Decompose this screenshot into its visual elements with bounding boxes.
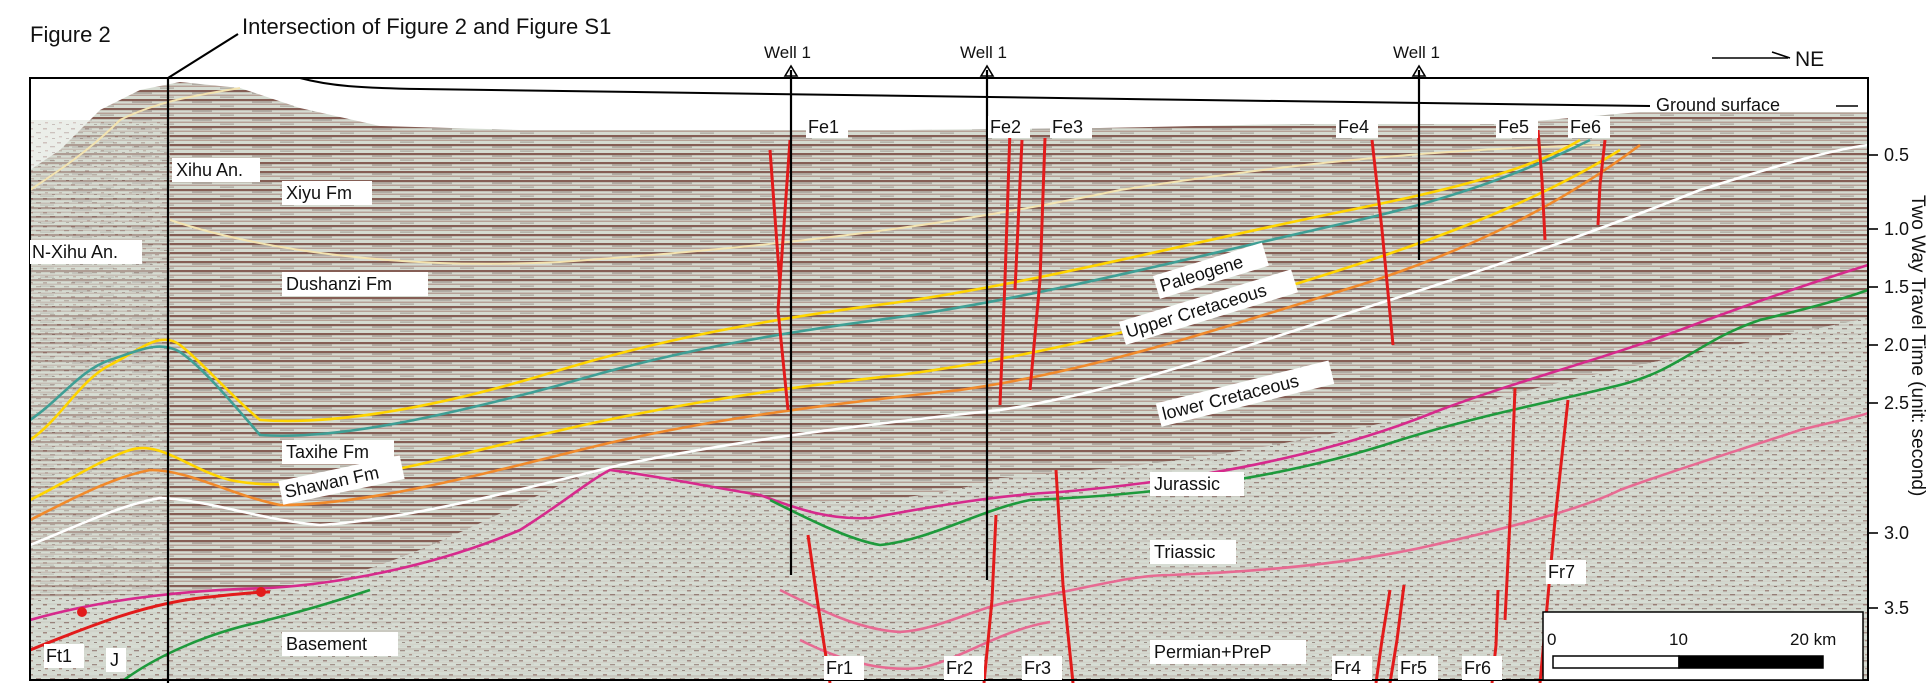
seismic-image <box>30 78 1868 680</box>
intersection-line <box>166 33 239 683</box>
axis-tick-6: 3.5 <box>1884 598 1909 618</box>
scale-label-0: 0 <box>1547 630 1556 649</box>
shawan-fm-bg <box>278 455 405 505</box>
fault-label-fe1: Fe1 <box>808 117 839 137</box>
fault-tip-ft1-right <box>256 587 266 597</box>
basement-bg <box>282 632 398 656</box>
triassic-bg <box>1150 540 1236 564</box>
fault-label-fr4: Fr4 <box>1334 658 1361 678</box>
intersection-label: Intersection of Figure 2 and Figure S1 <box>242 14 611 39</box>
fault-fe1 <box>768 139 792 411</box>
axis-tick-3: 2.0 <box>1884 335 1909 355</box>
upper-cretaceous-bg <box>1118 269 1299 345</box>
horizon-magenta <box>30 263 1868 622</box>
fault-fe6 <box>1596 139 1607 226</box>
xihu-an-label: Xihu An. <box>176 160 243 180</box>
well-1-triangle-c <box>1411 64 1427 77</box>
well-label-c: Well 1 <box>1393 43 1440 62</box>
axis-ticks <box>1868 154 1878 609</box>
fault-fr3 <box>1054 469 1075 683</box>
fault-fe5 <box>1536 129 1547 241</box>
horizon-orange <box>30 143 1641 522</box>
ground-surface-label: Ground surface <box>1656 95 1780 115</box>
axis-title: Two Way Travel Time (unit: second) <box>1907 195 1928 496</box>
horizon-pink <box>779 410 1868 634</box>
axis-tick-2: 1.5 <box>1884 277 1909 297</box>
fault-fe2b <box>1013 139 1024 291</box>
well-1-triangle-b <box>979 64 995 77</box>
fault-label-fe2: Fe2 <box>990 117 1021 137</box>
fault-fr4 <box>1374 589 1392 683</box>
fault-label-fr5: Fr5 <box>1400 658 1427 678</box>
fault-fe3 <box>1028 137 1047 391</box>
fault-label-ft1: Ft1 <box>46 646 72 666</box>
fault-label-fr1: Fr1 <box>826 658 853 678</box>
axis-tick-1: 1.0 <box>1884 219 1909 239</box>
fault-label-fe3: Fe3 <box>1052 117 1083 137</box>
taxihe-fm-label: Taxihe Fm <box>286 442 369 462</box>
fault-label-fr6: Fr6 <box>1464 658 1491 678</box>
n-xihu-an-label-bg <box>30 240 142 264</box>
well-1-triangle-a <box>783 64 799 77</box>
north-arrow <box>1712 51 1791 59</box>
fault-fr5 <box>1388 584 1406 683</box>
n-xihu-an-label: N-Xihu An. <box>32 242 118 262</box>
horizon-yellow <box>30 138 1581 442</box>
fault-label-fr3: Fr3 <box>1024 658 1051 678</box>
horizon-green <box>121 288 1868 680</box>
fault-labels-lower: Fr1 Fr2 Fr3 Fr4 Fr5 Fr6 Fr7 Ft1 <box>44 560 1586 680</box>
fault-fr2 <box>982 514 998 683</box>
well-label-b: Well 1 <box>960 43 1007 62</box>
paleogene-bg <box>1152 242 1269 299</box>
horizon-white <box>30 143 1868 547</box>
scale-label-10: 10 <box>1669 630 1688 649</box>
horizon-teal <box>30 138 1591 438</box>
horizon-pink-deep <box>799 620 1051 671</box>
well-label-a: Well 1 <box>764 43 811 62</box>
basement-noise <box>30 318 1868 680</box>
xihu-an-label-bg <box>172 158 260 182</box>
axis-tick-4: 2.5 <box>1884 393 1909 413</box>
permian-prep-bg <box>1150 640 1306 664</box>
fault-label-fe6: Fe6 <box>1570 117 1601 137</box>
xiyu-fm-label: Xiyu Fm <box>286 183 352 203</box>
figure-label: Figure 2 <box>30 22 111 47</box>
taxihe-fm-bg <box>282 440 394 464</box>
fault-label-fe5: Fe5 <box>1498 117 1529 137</box>
horizon-cream <box>169 144 1601 265</box>
north-arrow-label: NE <box>1795 48 1824 71</box>
lower-cretaceous-bg <box>1155 360 1335 427</box>
triassic-label: Triassic <box>1154 542 1215 562</box>
permian-prep-label: Permian+PreP <box>1154 642 1272 662</box>
fault-tip-ft1-left <box>77 607 87 617</box>
jurassic-label: Jurassic <box>1154 474 1220 494</box>
fault-label-fr2: Fr2 <box>946 658 973 678</box>
scale-label-20km: 20 km <box>1790 630 1836 649</box>
fault-labels-upper: Fe1 Fe2 Fe3 Fe4 Fe5 Fe6 <box>806 116 1610 138</box>
scale-bar <box>1542 611 1864 681</box>
dushanzi-fm-label: Dushanzi Fm <box>286 274 392 294</box>
j-label: J <box>110 650 119 670</box>
xiyu-fm-bg <box>282 181 372 205</box>
well-markers <box>783 64 1427 77</box>
horizon-red-thrust <box>30 590 271 652</box>
j-label-bg <box>106 648 126 672</box>
basement-label: Basement <box>286 634 367 654</box>
fault-fe2 <box>998 129 1012 406</box>
axis-tick-5: 3.0 <box>1884 523 1909 543</box>
well-lines <box>789 70 1421 580</box>
fault-label-fe4: Fe4 <box>1338 117 1369 137</box>
jurassic-bg <box>1150 472 1244 496</box>
fault-label-fr7: Fr7 <box>1548 562 1575 582</box>
fault-fe4 <box>1370 139 1395 346</box>
horizon-cream-shallow <box>30 87 241 191</box>
axis-tick-0: 0.5 <box>1884 145 1909 165</box>
dushanzi-fm-bg <box>282 272 428 296</box>
